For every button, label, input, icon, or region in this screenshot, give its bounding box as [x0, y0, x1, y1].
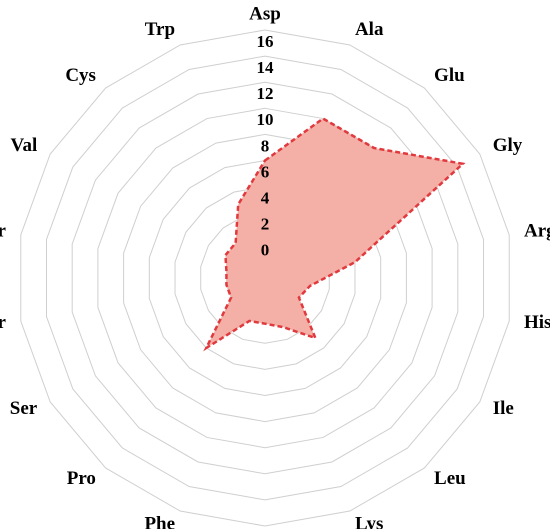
category-label: Leu — [434, 468, 466, 489]
y-tick-label: 8 — [261, 136, 270, 155]
category-label: Asp — [249, 3, 281, 24]
y-tick-label: 6 — [261, 162, 270, 181]
category-label: Ser — [10, 398, 38, 419]
grid-ring — [20, 29, 510, 527]
category-label: Ala — [355, 19, 384, 40]
category-label: Cys — [65, 65, 96, 86]
category-label: Trp — [145, 19, 175, 40]
category-label: Tyr — [0, 221, 7, 242]
y-tick-label: 0 — [261, 241, 270, 260]
y-tick-label: 12 — [257, 84, 274, 103]
category-label: Ile — [493, 398, 514, 419]
category-label: Lys — [355, 513, 384, 529]
y-tick-label: 2 — [261, 215, 270, 234]
y-tick-label: 14 — [257, 58, 275, 77]
category-label: Pro — [67, 468, 96, 489]
category-label: Glu — [434, 65, 465, 86]
category-label: Val — [10, 135, 37, 156]
category-label: Arg — [524, 221, 550, 242]
radar-area — [203, 117, 466, 352]
y-tick-label: 4 — [261, 189, 270, 208]
y-tick-label: 10 — [257, 110, 274, 129]
category-label: Thr — [0, 312, 7, 333]
y-tick-label: 16 — [257, 32, 274, 51]
category-label: Gly — [493, 135, 523, 156]
category-label: His — [524, 312, 550, 333]
category-label: Phe — [144, 513, 175, 529]
